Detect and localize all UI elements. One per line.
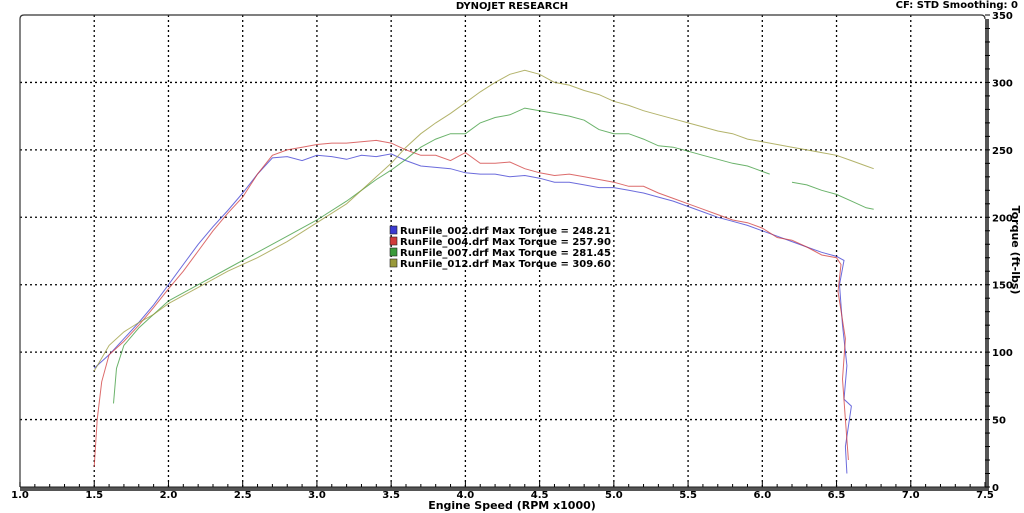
- legend-item: RunFile_004.drf Max Torque = 257.90: [400, 237, 611, 248]
- torque-curve: [93, 69, 874, 372]
- x-tick-label: 1.5: [85, 490, 103, 501]
- x-tick-label: 7.0: [902, 490, 920, 501]
- torque-curve: [93, 153, 852, 474]
- x-tick-label: 6.0: [753, 490, 771, 501]
- x-tick-label: 5.0: [605, 490, 623, 501]
- x-tick-label: 7.5: [976, 490, 994, 501]
- legend-swatch: [389, 225, 398, 235]
- y-tick-label: 0: [992, 483, 999, 494]
- y-tick-label: 250: [992, 146, 1013, 157]
- y-tick-label: 50: [992, 416, 1006, 427]
- legend: RunFile_002.drf Max Torque = 248.21RunFi…: [389, 225, 611, 270]
- data-series: [93, 69, 874, 474]
- legend-swatch: [389, 236, 398, 246]
- legend-swatch: [389, 247, 398, 257]
- torque-curve: [93, 139, 849, 467]
- x-tick-label: 6.5: [828, 490, 846, 501]
- legend-item: RunFile_007.drf Max Torque = 281.45: [400, 248, 611, 259]
- x-axis: 1.0 1.5 2.0 2.5 3.0 3.5 4.0 4.5 5.0 5.5 6.0 6.5 7.0 7…: [11, 482, 994, 501]
- legend-item: RunFile_012.drf Max Torque = 309.60: [400, 259, 611, 270]
- y-tick-label: 100: [992, 348, 1013, 359]
- torque-curve: [791, 181, 874, 210]
- x-tick-label: 4.0: [457, 490, 475, 501]
- y-axis-title: Torque (ft-lbs): [1009, 206, 1022, 295]
- x-tick-label: 3.5: [382, 490, 400, 501]
- legend-swatch: [389, 258, 398, 268]
- x-tick-label: 4.5: [531, 490, 549, 501]
- legend-item: RunFile_002.drf Max Torque = 248.21: [400, 226, 611, 237]
- x-tick-label: 1.0: [11, 490, 29, 501]
- y-tick-label: 300: [992, 78, 1013, 89]
- y-tick-label: 150: [992, 281, 1013, 292]
- y-axis: 0 50 100 150 200 250 300 350: [985, 11, 1013, 494]
- x-axis-title: Engine Speed (RPM x1000): [428, 499, 596, 512]
- plot-frame: [19, 14, 989, 491]
- x-tick-label: 5.5: [679, 490, 697, 501]
- x-tick-label: 2.0: [160, 490, 178, 501]
- y-tick-label: 350: [992, 11, 1013, 22]
- y-tick-label: 200: [992, 213, 1013, 224]
- torque-curve: [113, 107, 770, 404]
- x-tick-label: 2.5: [234, 490, 252, 501]
- correction-factor-label: CF: STD Smoothing: 0: [895, 0, 1018, 11]
- chart-title: DYNOJET RESEARCH: [455, 1, 569, 12]
- x-tick-label: 3.0: [308, 490, 326, 501]
